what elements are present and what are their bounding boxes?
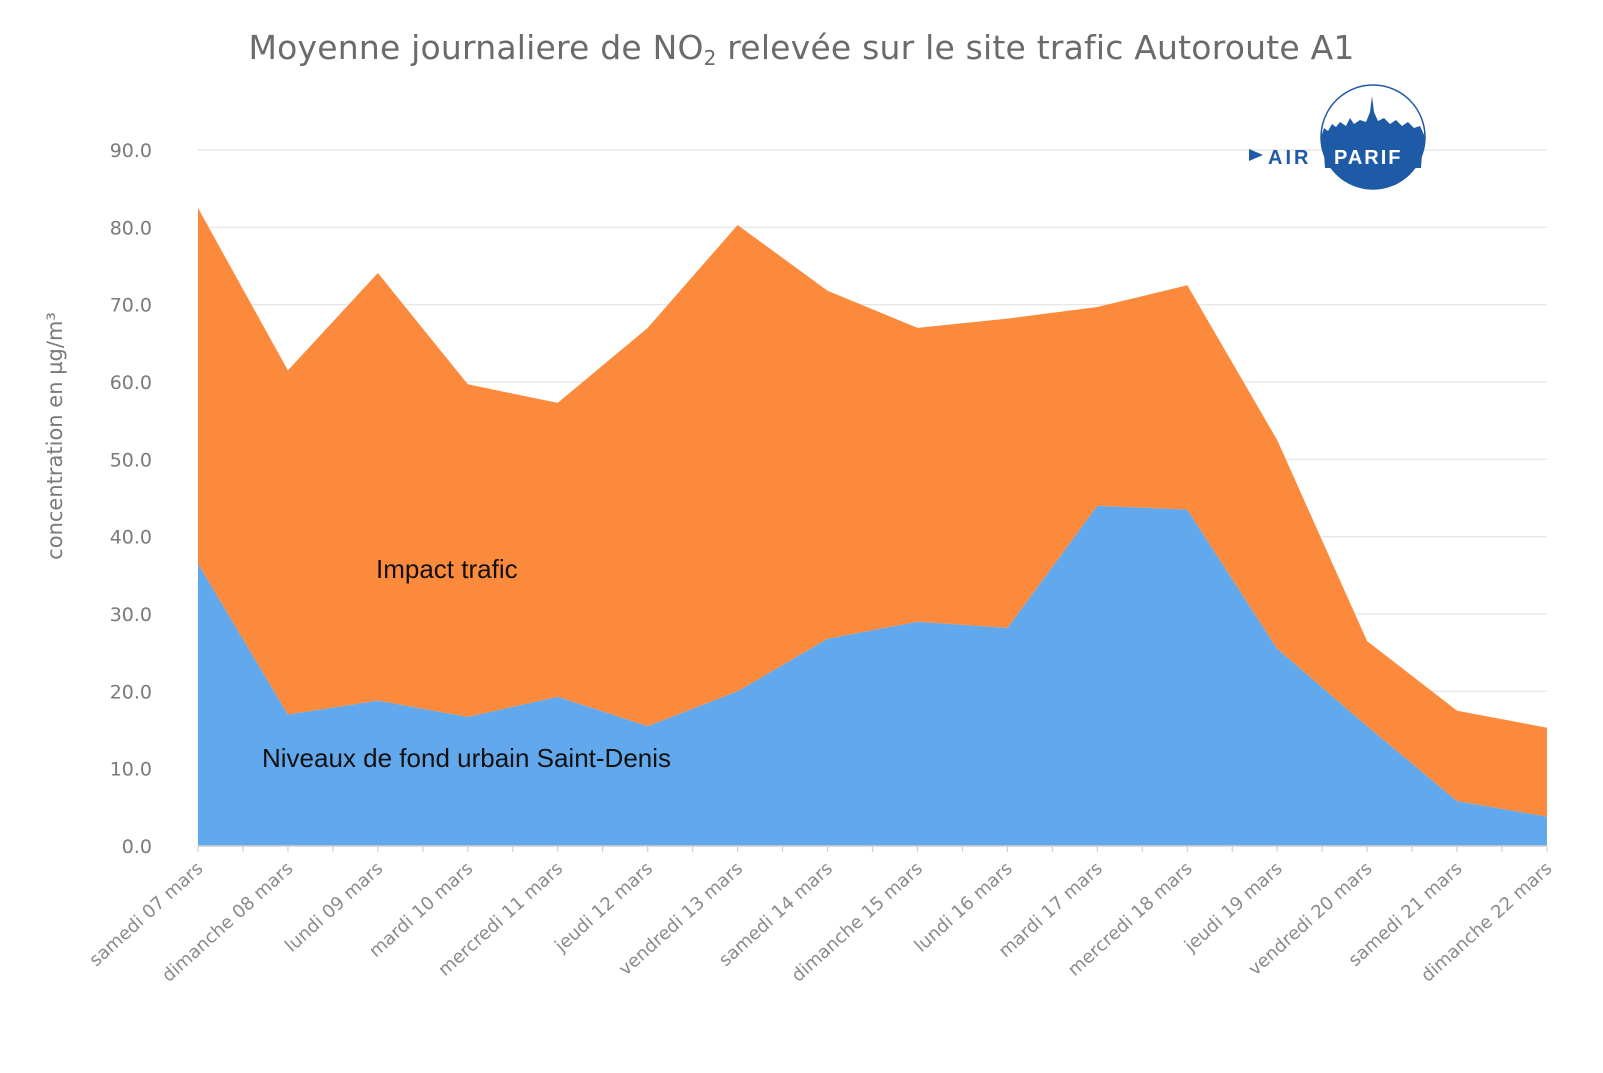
y-tick-label: 50.0	[110, 449, 152, 471]
y-tick-label: 0.0	[122, 836, 152, 858]
logo-text-parif: PARIF	[1334, 147, 1403, 169]
logo-band-icon	[1323, 140, 1423, 168]
area-series-0	[198, 505, 1547, 846]
series-label-impact-trafic: Impact trafic	[376, 554, 518, 584]
logo-skyline-icon	[1321, 96, 1425, 137]
y-tick-label: 40.0	[110, 527, 152, 549]
chart-title-suffix: relevée sur le site trafic Autoroute A1	[716, 28, 1355, 67]
axes	[197, 845, 1548, 852]
y-tick-label: 30.0	[110, 604, 152, 626]
series-label-fond-urbain: Niveaux de fond urbain Saint-Denis	[262, 743, 671, 773]
y-axis-label: concentration en µg/m³	[43, 312, 67, 560]
logo-text-air: AIR	[1268, 147, 1311, 169]
chart-title: Moyenne journaliere de NO2 relevée sur l…	[0, 28, 1603, 70]
chart-title-prefix: Moyenne journaliere de NO	[248, 28, 704, 67]
chart-areas	[198, 208, 1547, 846]
y-tick-label: 90.0	[110, 140, 152, 162]
y-tick-label: 70.0	[110, 295, 152, 317]
y-tick-label: 80.0	[110, 217, 152, 239]
area-series-1	[198, 208, 1547, 817]
y-tick-label: 10.0	[110, 759, 152, 781]
airparif-logo: AIR PARIF	[1249, 84, 1426, 190]
y-tick-labels: 0.0 10.0 20.0 30.0 40.0 50.0 60.0 70.0 80.0 90.0	[110, 140, 152, 858]
y-tick-label: 20.0	[110, 681, 152, 703]
y-tick-label: 60.0	[110, 372, 152, 394]
chart-title-subscript: 2	[703, 46, 717, 70]
logo-arrow-icon	[1249, 149, 1263, 161]
